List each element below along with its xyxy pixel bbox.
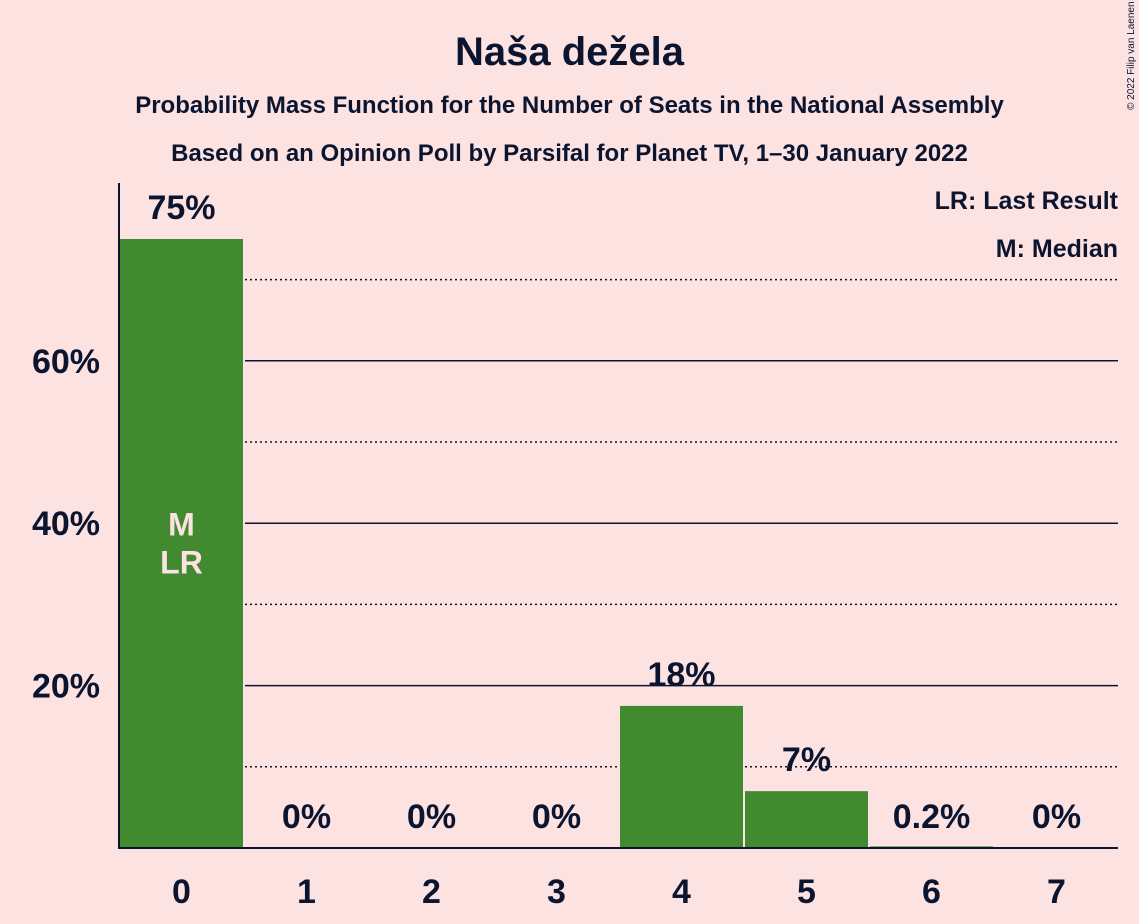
x-axis-ticks: 0 1 2 3 4 5 6 7: [172, 873, 1066, 911]
x-tick-label: 2: [422, 873, 441, 911]
x-tick-label: 3: [547, 873, 566, 911]
data-label-4: 18%: [647, 656, 715, 694]
bars: [120, 239, 993, 848]
chart-subtitle: Probability Mass Function for the Number…: [135, 92, 1004, 119]
chart-title: Naša dežela: [455, 30, 685, 74]
y-tick-label: 60%: [32, 343, 100, 381]
y-tick-label: 40%: [32, 505, 100, 543]
x-tick-label: 6: [922, 873, 941, 911]
median-marker: M: [168, 507, 195, 543]
legend-last-result: LR: Last Result: [935, 187, 1119, 215]
y-tick-label: 20%: [32, 668, 100, 706]
y-axis-ticks: 20% 40% 60%: [32, 343, 100, 706]
legend-median: M: Median: [996, 235, 1118, 263]
x-tick-label: 4: [672, 873, 691, 911]
gridlines: [245, 278, 1118, 768]
data-label-1: 0%: [282, 798, 331, 836]
data-label-3: 0%: [532, 798, 581, 836]
x-tick-label: 1: [297, 873, 316, 911]
x-tick-label: 5: [797, 873, 816, 911]
data-label-7: 0%: [1032, 798, 1081, 836]
chart-source: Based on an Opinion Poll by Parsifal for…: [171, 140, 968, 167]
x-tick-label: 7: [1047, 873, 1066, 911]
data-labels: 75% 0% 0% 0% 18% 7% 0.2% 0% MLR: [147, 189, 1081, 836]
data-label-0: 75%: [147, 189, 215, 227]
bar-0: [120, 239, 243, 848]
bar-5: [745, 791, 868, 848]
data-label-6: 0.2%: [893, 798, 971, 836]
data-label-2: 0%: [407, 798, 456, 836]
data-label-5: 7%: [782, 741, 831, 779]
bar-4: [620, 705, 743, 848]
last-result-marker: LR: [160, 545, 203, 581]
copyright-text: © 2022 Filip van Laenen: [1126, 1, 1137, 110]
x-tick-label: 0: [172, 873, 191, 911]
